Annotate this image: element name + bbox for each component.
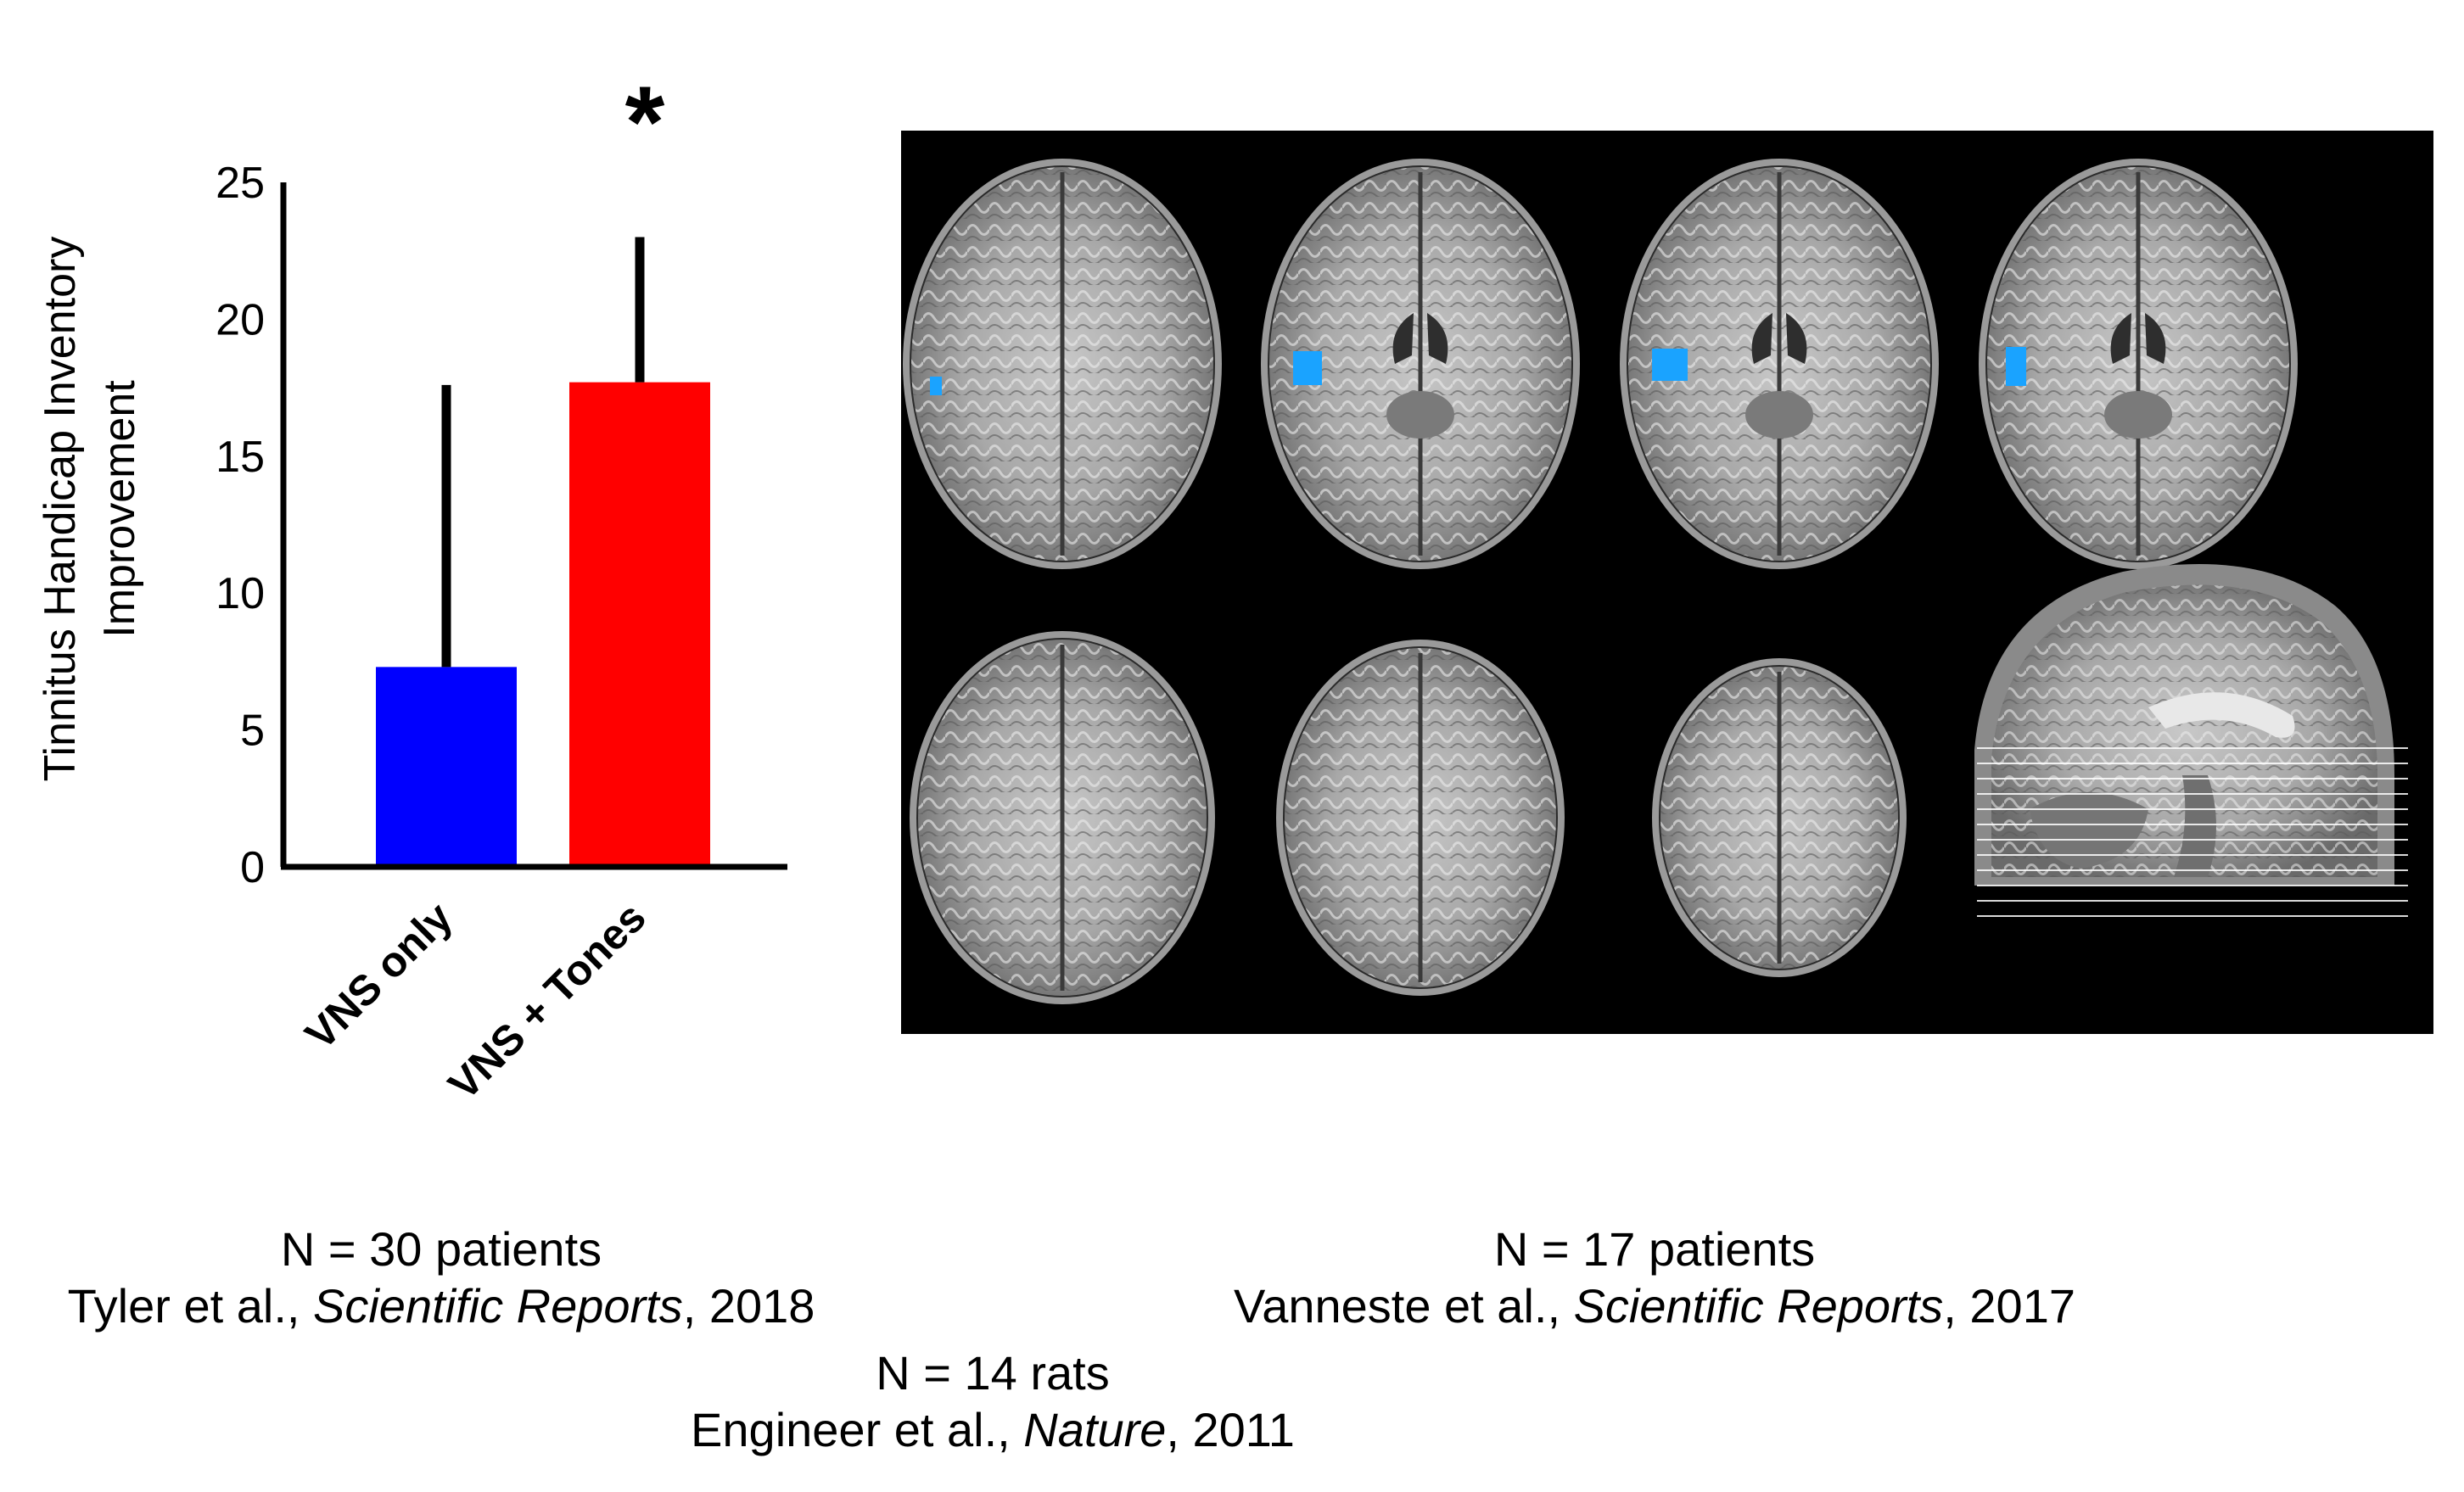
caption-right-journal: Scientific Reports bbox=[1573, 1279, 1944, 1333]
caption-center-sample: N = 14 rats bbox=[876, 1346, 1110, 1400]
x-tick-label: VNS + Tones bbox=[440, 893, 655, 1109]
caption-right-sample: N = 17 patients bbox=[1493, 1222, 1816, 1276]
bar-2 bbox=[569, 382, 710, 867]
axial-slice-top-2 bbox=[1261, 159, 1580, 569]
brain-mri-panel bbox=[901, 131, 2433, 1034]
mri-axial-slices-image bbox=[903, 159, 2408, 1004]
bar-1 bbox=[376, 667, 517, 867]
caption-center-citation: Engineer et al., Nature, 2011 bbox=[594, 1402, 1392, 1457]
error-bars bbox=[441, 237, 645, 668]
caption-right-year: , 2017 bbox=[1943, 1279, 2075, 1333]
caption-left-journal: Scientific Reports bbox=[313, 1279, 683, 1333]
y-tick-labels: 0 5 10 15 20 25 bbox=[216, 159, 265, 892]
slice-position-lines bbox=[1977, 747, 2408, 917]
y-tick-label: 20 bbox=[216, 295, 265, 344]
caption-left-citation: Tyler et al., Scientific Reports, 2018 bbox=[34, 1278, 848, 1333]
brain-row-top bbox=[903, 159, 2298, 569]
caption-left-year: , 2018 bbox=[682, 1279, 815, 1333]
caption-right: N = 17 patients Vanneste et al., Scienti… bbox=[1188, 1221, 2121, 1333]
brain-row-bottom bbox=[910, 631, 1907, 1004]
axial-slice-bottom-3 bbox=[1652, 658, 1907, 977]
x-tick-label: VNS only bbox=[296, 893, 462, 1059]
axial-slice-top-4 bbox=[1979, 159, 2298, 569]
axial-slice-top-1 bbox=[903, 159, 1222, 569]
caption-left-authors: Tyler et al., bbox=[67, 1279, 313, 1333]
axial-slice-bottom-2 bbox=[1276, 640, 1565, 996]
y-axis-label: Tinnitus Handicap Inventory Improvement bbox=[36, 237, 144, 782]
y-tick-label: 15 bbox=[216, 433, 265, 482]
y-tick-label: 5 bbox=[240, 707, 265, 756]
caption-left-sample: N = 30 patients bbox=[280, 1222, 602, 1276]
bars bbox=[376, 382, 710, 867]
sagittal-slice bbox=[1974, 564, 2408, 917]
y-axis-label-line1: Tinnitus Handicap Inventory bbox=[36, 237, 85, 782]
y-tick-label: 0 bbox=[240, 843, 265, 892]
caption-center-year: , 2011 bbox=[1166, 1403, 1295, 1456]
caption-left: N = 30 patients Tyler et al., Scientific… bbox=[34, 1221, 848, 1333]
caption-center-journal: Nature bbox=[1023, 1403, 1167, 1456]
axial-slice-bottom-1 bbox=[910, 631, 1215, 1004]
y-tick-label: 25 bbox=[216, 159, 265, 208]
y-axis-label-line2: Improvement bbox=[95, 380, 144, 638]
bar-chart: Tinnitus Handicap Inventory Improvement … bbox=[36, 65, 787, 1109]
axial-slice-top-3 bbox=[1620, 159, 1939, 569]
caption-right-citation: Vanneste et al., Scientific Reports, 201… bbox=[1188, 1278, 2121, 1333]
significance-marker: * bbox=[625, 65, 665, 179]
y-tick-label: 10 bbox=[216, 569, 265, 618]
caption-center: N = 14 rats Engineer et al., Nature, 201… bbox=[594, 1345, 1392, 1457]
caption-center-authors: Engineer et al., bbox=[691, 1403, 1024, 1456]
caption-right-authors: Vanneste et al., bbox=[1234, 1279, 1574, 1333]
